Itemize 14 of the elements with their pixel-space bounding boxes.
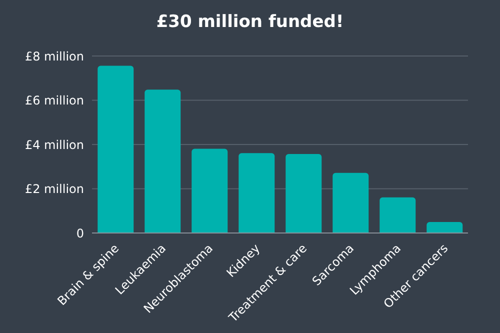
bar (238, 153, 275, 233)
bar (380, 197, 416, 233)
bar (332, 172, 369, 233)
bar (192, 148, 228, 233)
bar (286, 154, 322, 233)
y-tick-label: £8 million (24, 49, 84, 64)
y-tick-label: 0 (76, 226, 84, 240)
bar (426, 222, 463, 233)
chart-title: £30 million funded! (155, 11, 345, 34)
bar (98, 66, 134, 233)
bar (144, 90, 181, 233)
y-tick-label: £2 million (24, 182, 84, 196)
y-tick-label: £4 million (24, 138, 84, 152)
y-tick-label: £6 million (24, 94, 84, 108)
